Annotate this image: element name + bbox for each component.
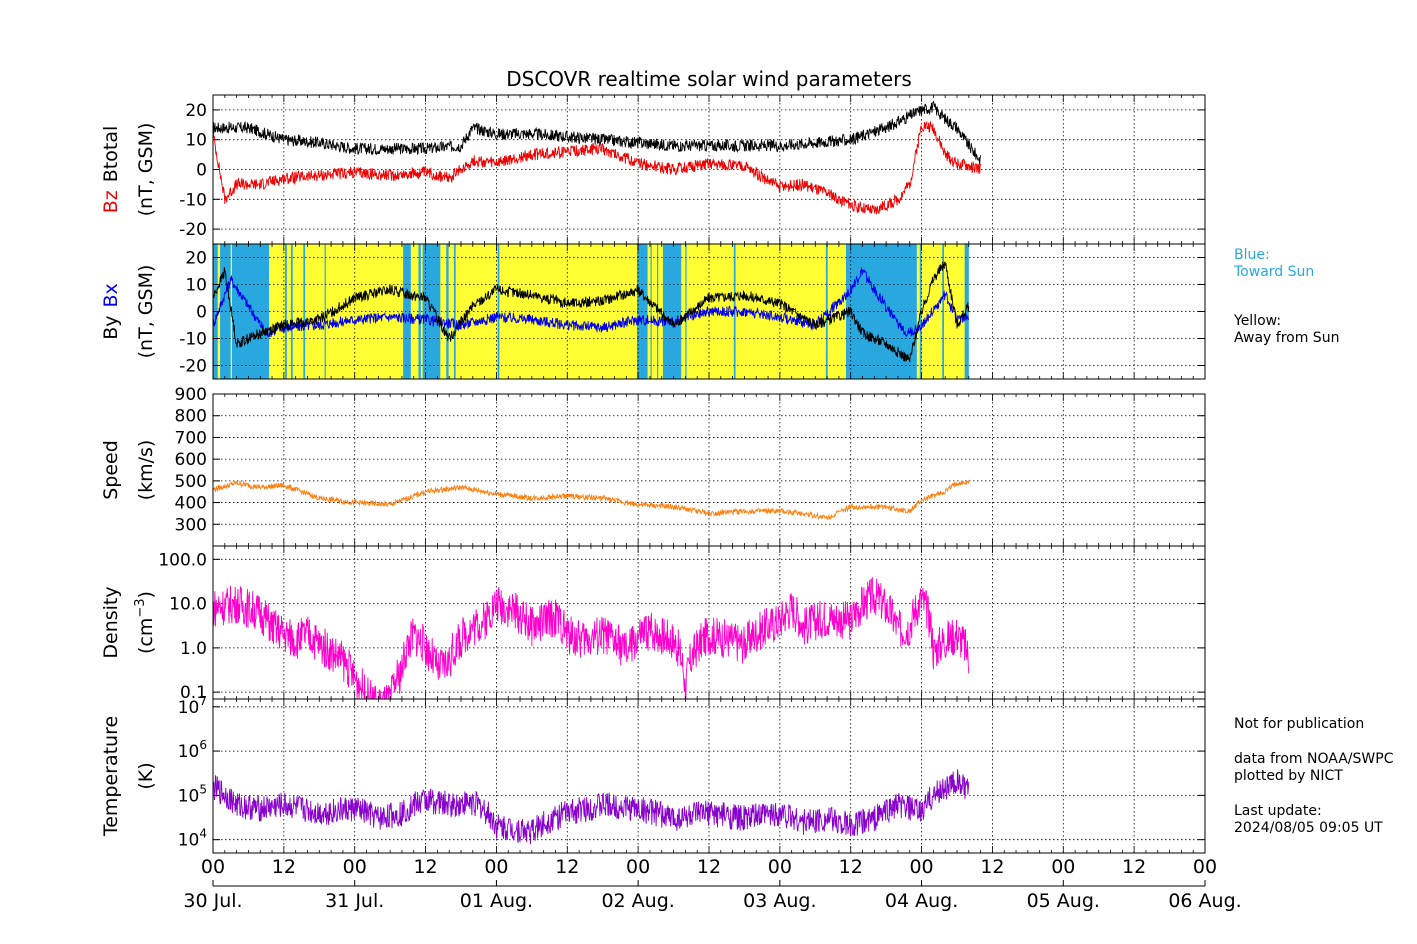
y-axis-label: BzBtotal (nT, GSM)	[100, 123, 157, 217]
y-tick-label: 0	[196, 303, 207, 323]
y-axis-label: Density (cm−3)	[100, 586, 157, 658]
series-line-bz	[212, 120, 982, 215]
x-hour-label: 00	[484, 856, 508, 878]
y-tick-label: 1.0	[180, 639, 207, 659]
x-date-label: 04 Aug.	[885, 890, 958, 912]
sector-toward-band	[422, 244, 441, 379]
sector-toward-band	[662, 244, 682, 379]
sector-toward-band	[964, 244, 969, 379]
x-hour-label: 00	[1051, 856, 1075, 878]
legend-toward-sun: Blue: Toward Sun	[1234, 247, 1315, 280]
y-tick-label: 106	[178, 738, 207, 762]
x-date-label: 30 Jul.	[183, 890, 242, 912]
sector-toward-band	[418, 244, 421, 379]
sector-toward-band	[825, 244, 828, 379]
x-hour-label: 12	[413, 856, 437, 878]
sector-toward-band	[403, 244, 411, 379]
y-tick-label: 0.1	[180, 683, 207, 703]
sector-toward-band	[733, 244, 736, 379]
note-not-for-publication: Not for publication	[1234, 716, 1365, 732]
y-tick-label: -10	[179, 190, 207, 210]
y-axis-label: Temperature (K)	[100, 716, 157, 837]
sector-toward-band	[453, 244, 456, 379]
y-tick-label: 10	[185, 276, 207, 296]
x-date-label: 03 Aug.	[743, 890, 816, 912]
x-date-label: 06 Aug.	[1168, 890, 1241, 912]
y-tick-label: -20	[179, 220, 207, 240]
y-tick-label: 800	[175, 407, 207, 427]
x-date-label: 31 Jul.	[325, 890, 384, 912]
x-hour-label: 12	[697, 856, 721, 878]
y-tick-label: -10	[179, 330, 207, 350]
x-hour-label: 12	[555, 856, 579, 878]
y-axis-label: Speed (km/s)	[100, 440, 157, 501]
x-hour-label: 00	[343, 856, 367, 878]
series-line-density	[212, 576, 970, 700]
y-tick-label: 600	[175, 450, 207, 470]
y-tick-label: 500	[175, 472, 207, 492]
y-tick-label: 20	[185, 249, 207, 269]
y-tick-label: 104	[178, 827, 207, 851]
legend-away-from-sun: Yellow: Away from Sun	[1234, 313, 1340, 346]
y-tick-label: -20	[179, 357, 207, 377]
y-tick-label: 400	[175, 494, 207, 514]
y-axis-label: ByBx (nT, GSM)	[100, 265, 157, 359]
note-last-update: Last update: 2024/08/05 09:05 UT	[1234, 803, 1383, 836]
x-date-label: 02 Aug.	[601, 890, 674, 912]
x-hour-label: 00	[768, 856, 792, 878]
sector-toward-band	[650, 244, 652, 379]
note-data-source: data from NOAA/SWPC plotted by NICT	[1234, 751, 1394, 784]
y-tick-label: 0	[196, 161, 207, 181]
y-tick-label: 20	[185, 101, 207, 121]
panel-temperature: 104 105 106 107 Temperature (K)	[100, 694, 1206, 854]
x-hour-label: 12	[1122, 856, 1146, 878]
x-hour-label: 12	[980, 856, 1004, 878]
y-tick-label: 107	[178, 694, 207, 718]
series-line-bx	[212, 267, 970, 338]
x-hour-label: 00	[909, 856, 933, 878]
sector-toward-band	[290, 244, 293, 379]
figure-title: DSCOVR realtime solar wind parameters	[506, 67, 912, 91]
series-line-btotal	[212, 100, 982, 166]
x-date-label: 01 Aug.	[460, 890, 533, 912]
x-hour-label: 00	[626, 856, 650, 878]
y-tick-label: 10.0	[169, 595, 207, 615]
y-tick-label: 100.0	[158, 550, 207, 570]
y-tick-label: 900	[175, 385, 207, 405]
sector-toward-band	[303, 244, 306, 379]
y-tick-label: 10	[185, 131, 207, 151]
series-line-temperature	[212, 769, 970, 845]
sector-toward-band	[446, 244, 449, 379]
panel-magnetic_field_components: -20 -10 0 10 20 ByBx (nT, GSM)	[100, 243, 1206, 380]
y-tick-label: 105	[178, 782, 207, 806]
y-tick-label: 700	[175, 428, 207, 448]
x-hour-label: 12	[839, 856, 863, 878]
x-hour-label: 00	[1193, 856, 1217, 878]
series-line-by	[212, 261, 970, 363]
x-date-label: 05 Aug.	[1027, 890, 1100, 912]
x-hour-label: 12	[272, 856, 296, 878]
series-line-speed	[212, 479, 970, 521]
panel-magnetic_field_total: -20 -10 0 10 20 BzBtotal (nT, GSM)	[100, 94, 1206, 245]
x-hour-label: 00	[201, 856, 225, 878]
y-tick-label: 300	[175, 515, 207, 535]
sector-toward-band	[942, 244, 945, 379]
